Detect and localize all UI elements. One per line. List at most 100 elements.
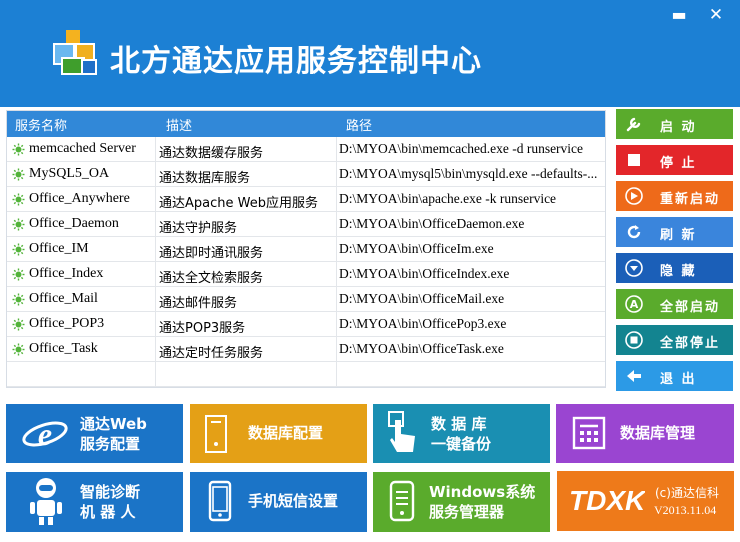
svg-text:A: A <box>630 298 639 311</box>
service-status-icon <box>12 318 25 331</box>
button-label: 停 止 <box>660 156 697 171</box>
service-description: 通达即时通讯服务 <box>159 246 264 261</box>
stop-icon <box>628 154 640 166</box>
service-status-icon <box>12 218 25 231</box>
mobile-icon <box>389 480 415 526</box>
service-path: D:\MYOA\bin\OfficeIm.exe <box>339 241 494 256</box>
refresh-button[interactable]: 刷 新 <box>616 217 733 247</box>
svg-text:e: e <box>38 416 52 452</box>
exit-button[interactable]: 退 出 <box>616 361 733 391</box>
tile-label-line1: 手机短信设置 <box>248 492 339 510</box>
service-status-icon <box>12 268 25 281</box>
table-row[interactable]: Office_Index 通达全文检索服务 D:\MYOA\bin\OfficeIn… <box>7 262 605 287</box>
tile-label-line2: 服务管理器 <box>429 503 505 521</box>
service-name: Office_IM <box>29 241 89 256</box>
db-config-tile[interactable]: 数据库配置 <box>190 404 367 463</box>
table-row[interactable]: Office_Daemon 通达守护服务 D:\MYOA\bin\OfficeDae… <box>7 212 605 237</box>
windows-service-tile[interactable]: Windows系统 服务管理器 <box>373 472 550 532</box>
stop-all-button[interactable]: 全部停止 <box>616 325 733 355</box>
tile-label-line1: 数据库配置 <box>248 424 324 442</box>
service-description: 通达定时任务服务 <box>159 346 264 361</box>
service-path: D:\MYOA\bin\memcached.exe -d runservice <box>339 141 584 156</box>
wrench-icon <box>626 117 641 132</box>
service-path: D:\MYOA\bin\OfficeIndex.exe <box>339 266 510 281</box>
server-icon <box>204 414 228 458</box>
button-label: 重新启动 <box>660 192 721 207</box>
header-path[interactable]: 路径 <box>346 119 373 134</box>
tdxk-logo-icon: TDXK <box>569 485 645 515</box>
start-all-icon: A <box>625 295 643 313</box>
service-path: D:\MYOA\bin\OfficeMail.exe <box>339 291 505 306</box>
table-row[interactable]: memcached Server 通达数据缓存服务 D:\MYOA\bin\memc… <box>7 137 605 162</box>
robot-icon <box>28 476 64 530</box>
service-path: D:\MYOA\bin\OfficeDaemon.exe <box>339 216 525 231</box>
web-config-tile[interactable]: e 通达Web 服务配置 <box>6 404 183 463</box>
service-description: 通达数据缓存服务 <box>159 146 264 161</box>
minimize-button[interactable]: ▬ <box>671 5 687 24</box>
db-manage-tile[interactable]: 数据库管理 <box>556 404 734 463</box>
table-row[interactable]: Office_Anywhere 通达Apache Web应用服务 D:\MYOA\b… <box>7 187 605 212</box>
close-button[interactable]: ✕ <box>708 5 724 25</box>
column-divider <box>336 137 337 387</box>
service-status-icon <box>12 193 25 206</box>
service-description: 通达数据库服务 <box>159 171 251 186</box>
restart-button[interactable]: 重新启动 <box>616 181 733 211</box>
header-description[interactable]: 描述 <box>166 119 193 134</box>
service-description: 通达守护服务 <box>159 221 238 236</box>
phone-icon <box>208 480 232 526</box>
table-row[interactable]: Office_Task 通达定时任务服务 D:\MYOA\bin\OfficeTas… <box>7 337 605 362</box>
service-description: 通达POP3服务 <box>159 321 246 336</box>
touch-icon <box>387 410 421 460</box>
service-path: D:\MYOA\bin\OfficeTask.exe <box>339 341 504 356</box>
tile-label-line2: 服务配置 <box>80 435 141 453</box>
service-name: Office_Task <box>29 341 98 356</box>
table-row[interactable]: Office_POP3 通达POP3服务 D:\MYOA\bin\OfficePop… <box>7 312 605 337</box>
tile-label-line1: Windows系统 <box>429 483 536 501</box>
service-path: D:\MYOA\bin\OfficePop3.exe <box>339 316 507 331</box>
service-status-icon <box>12 143 25 156</box>
button-label: 启 动 <box>660 120 697 135</box>
restart-icon <box>625 187 643 205</box>
title-bar: 北方通达应用服务控制中心 ▬ ✕ <box>0 0 740 107</box>
brand-tile: TDXK (c)通达信科 V2013.11.04 <box>557 471 734 531</box>
stop-button[interactable]: 停 止 <box>616 145 733 175</box>
sms-settings-tile[interactable]: 手机短信设置 <box>190 472 367 532</box>
service-name: Office_Mail <box>29 291 98 306</box>
button-label: 隐 藏 <box>660 264 697 279</box>
service-name: Office_POP3 <box>29 316 105 331</box>
table-row[interactable]: Office_IM 通达即时通讯服务 D:\MYOA\bin\OfficeIm.ex… <box>7 237 605 262</box>
service-description: 通达Apache Web应用服务 <box>159 196 318 211</box>
hide-button[interactable]: 隐 藏 <box>616 253 733 283</box>
copyright-text: (c)通达信科 <box>655 486 719 500</box>
refresh-icon <box>627 225 641 239</box>
service-path: D:\MYOA\mysql5\bin\mysqld.exe --defaults… <box>339 166 598 181</box>
tile-label-line2: 一键备份 <box>431 435 492 453</box>
service-name: MySQL5_OA <box>29 166 110 181</box>
exit-icon <box>627 370 641 382</box>
start-button[interactable]: 启 动 <box>616 109 733 139</box>
services-table[interactable]: 服务名称 描述 路径 memcached Server 通达数据缓存服务 D:\MY… <box>6 110 606 388</box>
service-status-icon <box>12 168 25 181</box>
table-row[interactable]: Office_Mail 通达邮件服务 D:\MYOA\bin\OfficeMail.… <box>7 287 605 312</box>
button-label: 刷 新 <box>660 228 697 243</box>
service-status-icon <box>12 343 25 356</box>
service-name: Office_Anywhere <box>29 191 130 206</box>
header-service-name[interactable]: 服务名称 <box>15 119 68 134</box>
service-path: D:\MYOA\bin\apache.exe -k runservice <box>339 191 557 206</box>
service-status-icon <box>12 293 25 306</box>
app-logo-icon <box>53 30 97 75</box>
button-label: 全部启动 <box>660 300 721 315</box>
tile-label-line2: 机 器 人 <box>80 503 136 521</box>
db-backup-tile[interactable]: 数 据 库一键备份 <box>373 404 550 463</box>
svg-text:TDXK: TDXK <box>569 485 645 515</box>
service-name: memcached Server <box>29 141 136 156</box>
table-body: memcached Server 通达数据缓存服务 D:\MYOA\bin\memc… <box>7 137 605 387</box>
table-header: 服务名称 描述 路径 <box>7 111 605 137</box>
start-all-button[interactable]: A 全部启动 <box>616 289 733 319</box>
service-description: 通达全文检索服务 <box>159 271 264 286</box>
table-row[interactable]: MySQL5_OA 通达数据库服务 D:\MYOA\mysql5\bin\mysql… <box>7 162 605 187</box>
ie-icon: e <box>22 414 68 458</box>
tile-label-line1: 智能诊断 <box>80 483 141 501</box>
diagnosis-robot-tile[interactable]: 智能诊断机 器 人 <box>6 472 183 532</box>
service-description: 通达邮件服务 <box>159 296 238 311</box>
